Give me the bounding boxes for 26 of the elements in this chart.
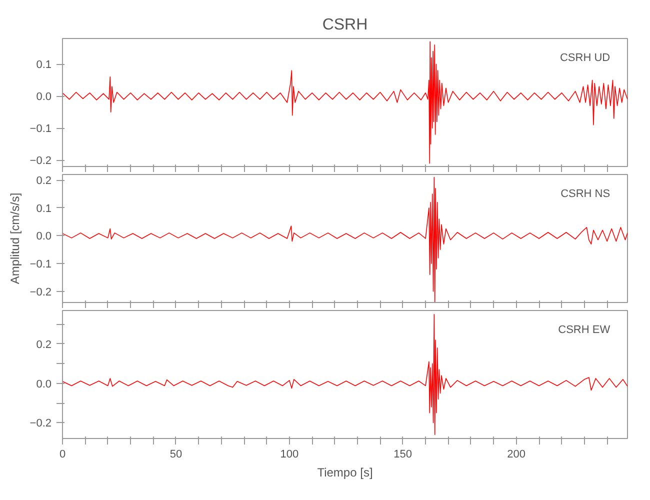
annotation: CSRH UD	[560, 52, 610, 64]
annotation: CSRH NS	[560, 188, 610, 200]
y-tick-label: 0.2	[36, 175, 52, 188]
x-axis-title: Tiempo [s]	[317, 466, 373, 480]
x-tick-label: 50	[170, 448, 182, 460]
y-tick-label: −0.1	[30, 258, 52, 271]
y-tick-label: −0.2	[30, 155, 52, 168]
x-tick-label: 100	[280, 448, 299, 460]
x-tick-label: 0	[59, 448, 66, 460]
line-series	[62, 176, 628, 302]
y-tick-label: −0.2	[30, 286, 52, 298]
y-tick-label: 0.1	[36, 202, 52, 215]
annotation: CSRH EW	[558, 324, 611, 336]
y-tick-label: −0.2	[30, 418, 52, 430]
y-tick-label: −0.1	[30, 123, 52, 136]
y-tick-label: 0.1	[36, 59, 52, 72]
y-tick-label: 0.2	[36, 338, 52, 351]
y-tick-label: 0.0	[36, 91, 52, 104]
line-series	[62, 314, 628, 435]
y-tick-label: 0.0	[36, 230, 52, 243]
x-tick-label: 200	[507, 448, 526, 460]
line-series	[62, 41, 628, 164]
x-tick-label: 150	[394, 448, 412, 460]
y-axis-title: Amplitud [cm/s/s]	[8, 192, 22, 284]
chart-title: CSRH	[322, 16, 368, 34]
y-tick-label: 0.0	[36, 378, 52, 390]
